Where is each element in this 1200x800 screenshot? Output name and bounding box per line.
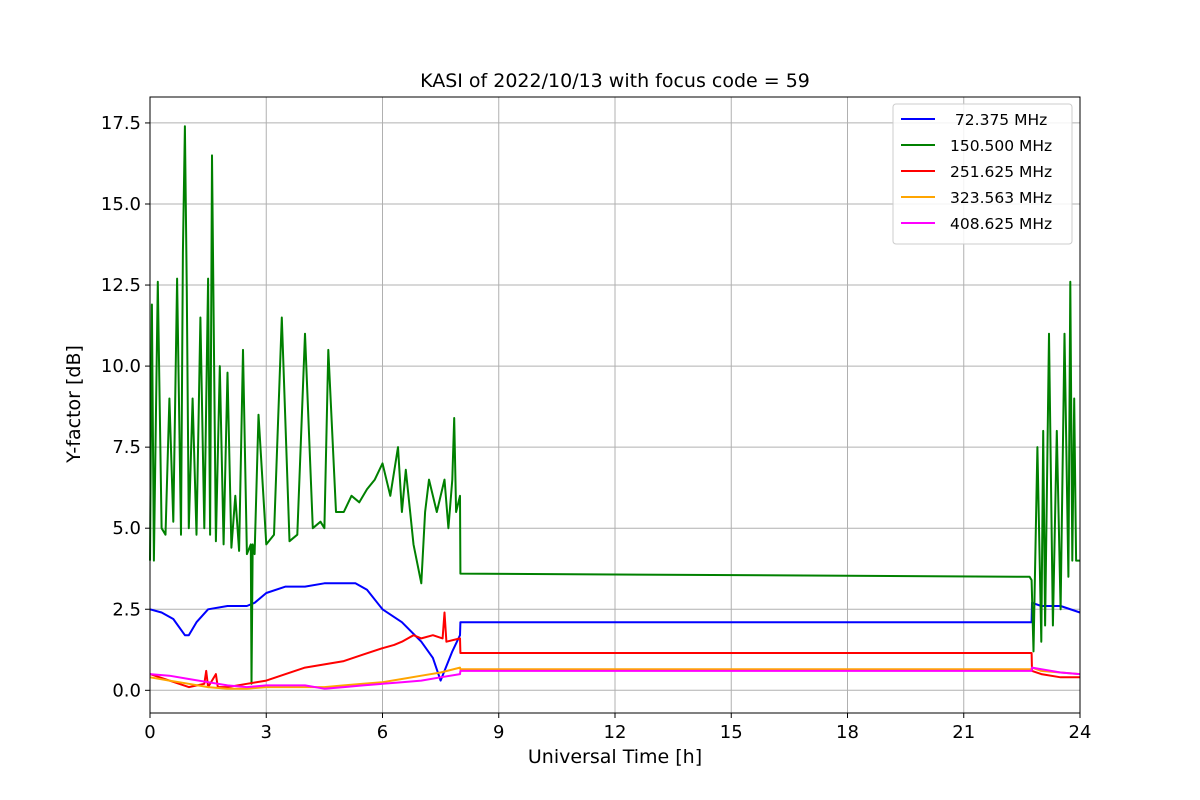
- y-tick-label: 0.0: [112, 680, 141, 701]
- x-tick-label: 21: [952, 722, 975, 743]
- series-lines: [149, 125, 1081, 690]
- legend-label: 323.563 MHz: [950, 189, 1052, 207]
- y-tick-label: 7.5: [112, 437, 141, 458]
- series-line-408-625-mhz: [149, 666, 1081, 690]
- x-tick-label: 3: [261, 722, 272, 743]
- legend-box: [892, 103, 1073, 245]
- y-tick-label: 10.0: [101, 356, 141, 377]
- legend-label: 408.625 MHz: [950, 215, 1052, 233]
- series-line-251-625-mhz: [149, 611, 1080, 689]
- y-axis-ticks: 0.0 2.5 5.0 7.5 10.0 12.5 15.0 17.5: [101, 113, 150, 701]
- legend-label: 72.375 MHz: [950, 111, 1047, 129]
- y-tick-label: 12.5: [101, 275, 141, 296]
- legend-label: 150.500 MHz: [950, 137, 1052, 155]
- x-tick-label: 24: [1069, 722, 1092, 743]
- legend: 72.375 MHz 150.500 MHz 251.625 MHz 323.563 …: [892, 103, 1073, 245]
- x-tick-label: 6: [377, 722, 388, 743]
- y-tick-label: 17.5: [101, 113, 141, 134]
- x-tick-label: 9: [493, 722, 504, 743]
- y-tick-label: 2.5: [112, 599, 141, 620]
- legend-label: 251.625 MHz: [950, 163, 1052, 181]
- x-tick-label: 15: [720, 722, 743, 743]
- y-tick-label: 5.0: [112, 518, 141, 539]
- x-tick-label: 0: [144, 722, 155, 743]
- series-line-150-500-mhz: [149, 125, 1080, 685]
- x-tick-label: 12: [604, 722, 627, 743]
- y-axis-label: Y-factor [dB]: [63, 345, 85, 464]
- chart-title: KASI of 2022/10/13 with focus code = 59: [420, 70, 810, 92]
- series-line-72-375-mhz: [149, 582, 1081, 682]
- y-tick-label: 15.0: [101, 194, 141, 215]
- x-tick-label: 18: [836, 722, 859, 743]
- x-axis-label: Universal Time [h]: [528, 746, 702, 768]
- x-axis-ticks: 0 3 6 9 12 15 18 21 24: [144, 713, 1091, 743]
